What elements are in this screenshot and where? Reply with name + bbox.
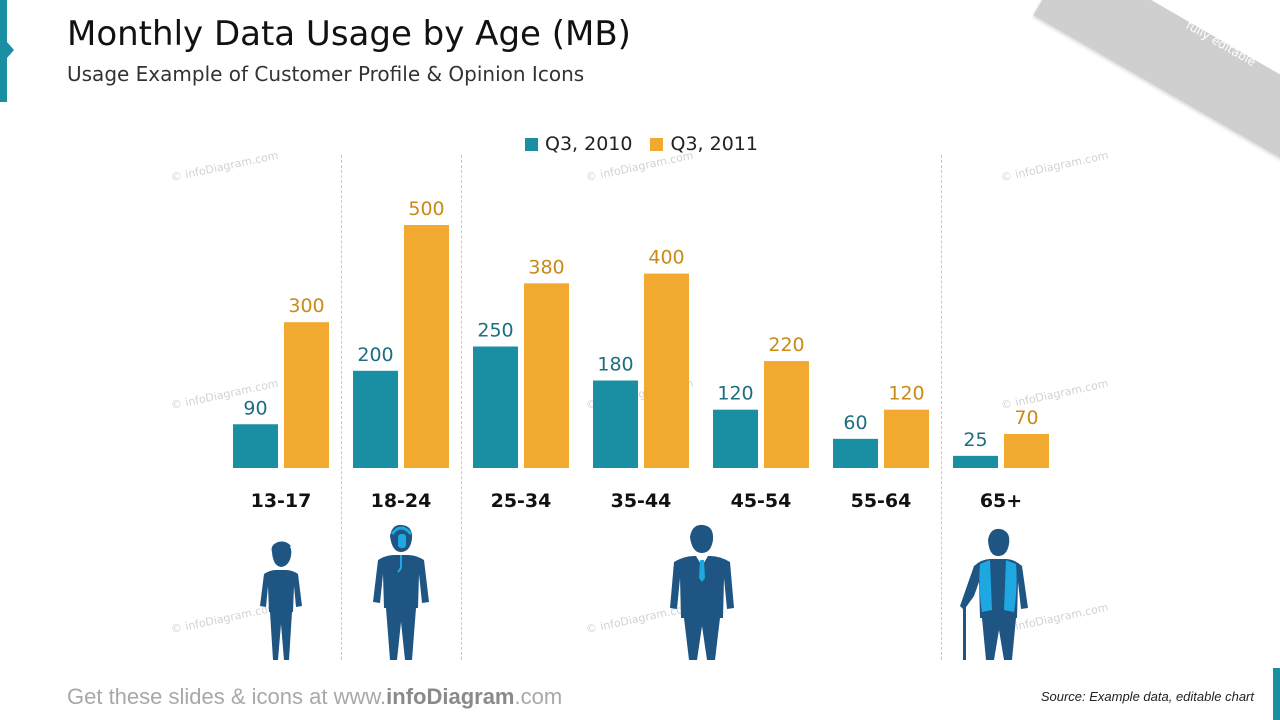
accent-bar <box>0 0 14 102</box>
young-person-headphones-icon <box>373 524 429 660</box>
bar-13-17-q3-2011 <box>284 322 329 468</box>
legend-item-2011: Q3, 2011 <box>650 133 758 155</box>
bar-35-44-q3-2011 <box>644 273 689 468</box>
bar-55-64-q3-2011 <box>884 409 929 468</box>
bar-13-17-q3-2010 <box>233 424 278 468</box>
legend-label: Q3, 2010 <box>545 133 633 155</box>
bar-45-54-q3-2010 <box>713 409 758 468</box>
footer-suffix: .com <box>514 684 563 709</box>
data-label: 90 <box>243 397 267 419</box>
bar-18-24-q3-2010 <box>353 370 398 468</box>
category-label: 13-17 <box>251 490 312 512</box>
data-label: 500 <box>408 198 444 220</box>
bar-25-34-q3-2011 <box>524 283 569 468</box>
bar-55-64-q3-2010 <box>833 438 878 468</box>
data-label: 70 <box>1014 407 1038 429</box>
data-label: 250 <box>477 320 513 342</box>
page-subtitle: Usage Example of Customer Profile & Opin… <box>67 62 585 86</box>
businessman-icon <box>670 524 734 660</box>
page-title: Monthly Data Usage by Age (MB) <box>67 14 631 54</box>
category-label: 55-64 <box>851 490 912 512</box>
corner-accent-bar <box>1273 668 1280 720</box>
chart-legend: Q3, 2010 Q3, 2011 <box>525 133 758 155</box>
legend-item-2010: Q3, 2010 <box>525 133 632 155</box>
legend-swatch <box>650 137 664 151</box>
category-label: 65+ <box>980 490 1022 512</box>
data-label: 25 <box>963 429 987 451</box>
data-label: 200 <box>357 344 393 366</box>
data-label: 220 <box>768 334 804 356</box>
group-divider <box>461 155 462 660</box>
group-divider <box>941 155 942 660</box>
bar-65+-q3-2011 <box>1004 433 1049 468</box>
senior-person-cane-icon <box>960 528 1028 660</box>
category-label: 25-34 <box>491 490 552 512</box>
bar-18-24-q3-2011 <box>404 225 449 468</box>
bar-25-34-q3-2010 <box>473 346 518 468</box>
teen-person-icon <box>260 541 302 660</box>
footer-brand: infoDiagram <box>386 684 515 709</box>
bar-35-44-q3-2010 <box>593 380 638 468</box>
bar-45-54-q3-2011 <box>764 361 809 468</box>
data-label: 400 <box>648 247 684 269</box>
source-note: Source: Example data, editable chart <box>1040 689 1254 704</box>
category-label: 18-24 <box>371 490 432 512</box>
data-label: 120 <box>717 383 753 405</box>
legend-label: Q3, 2011 <box>670 133 758 155</box>
footer-promo: Get these slides & icons at www.infoDiag… <box>67 684 562 710</box>
data-label: 120 <box>888 383 924 405</box>
category-label: 35-44 <box>611 490 672 512</box>
category-label: 45-54 <box>731 490 792 512</box>
bar-65+-q3-2010 <box>953 455 998 468</box>
data-label: 60 <box>843 412 867 434</box>
data-label: 180 <box>597 354 633 376</box>
legend-swatch <box>525 137 538 151</box>
data-label: 380 <box>528 256 564 278</box>
group-divider <box>341 155 342 660</box>
data-label: 300 <box>288 295 324 317</box>
footer-prefix: Get these slides & icons at www. <box>67 684 387 709</box>
